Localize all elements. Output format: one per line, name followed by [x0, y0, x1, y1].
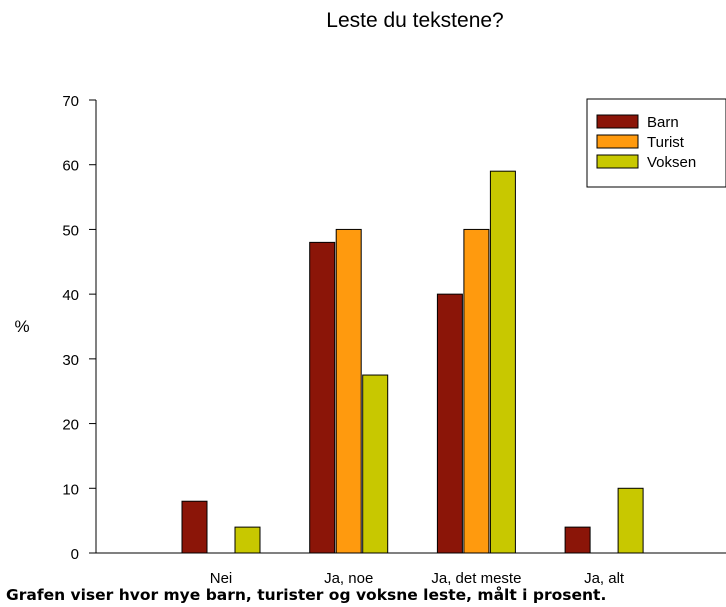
bar-voksen-0	[234, 526, 261, 554]
y-tick-label: 70	[62, 93, 79, 110]
y-tick-label: 10	[62, 481, 79, 498]
bar-chart: Leste du tekstene? % 0 10 20 30 40 50 60 70 Nei…	[14, 9, 726, 586]
legend-box	[586, 98, 726, 188]
x-tick-label: Ja, alt	[584, 570, 625, 586]
y-tick-label: 20	[62, 417, 79, 434]
bar-voksen-3	[617, 487, 644, 554]
bar-barn-3	[564, 526, 591, 554]
y-tick-label: 40	[62, 287, 79, 304]
y-axis-label: %	[14, 317, 29, 336]
bars	[181, 170, 644, 554]
x-tick-label: Nei	[210, 570, 233, 586]
caption: Grafen viser hvor mye barn, turister og …	[6, 586, 607, 604]
chart-title: Leste du tekstene?	[326, 9, 503, 32]
x-tick-label: Ja, det meste	[431, 570, 521, 586]
y-tick-label: 50	[62, 222, 79, 239]
y-ticks: 0 10 20 30 40 50 60 70	[62, 93, 96, 563]
legend-label-voksen: Voksen	[647, 154, 696, 171]
y-tick-label: 60	[62, 158, 79, 175]
legend-swatch-voksen	[596, 154, 639, 169]
legend-swatch-barn	[596, 114, 639, 129]
bar-voksen-2	[489, 170, 516, 554]
bar-voksen-1	[362, 374, 389, 554]
bar-barn-0	[181, 500, 208, 554]
y-tick-label: 30	[62, 352, 79, 369]
bar-turist-1	[335, 228, 362, 554]
bar-barn-2	[436, 293, 463, 554]
bar-barn-1	[309, 241, 336, 554]
y-tick-label: 0	[71, 546, 79, 563]
legend-label-barn: Barn	[647, 114, 679, 131]
legend-swatch-turist	[596, 134, 639, 149]
x-tick-label: Ja, noe	[324, 570, 373, 586]
bar-turist-2	[463, 228, 490, 554]
legend: Barn Turist Voksen	[586, 98, 726, 188]
x-tick-labels: Nei Ja, noe Ja, det meste Ja, alt	[210, 570, 625, 586]
legend-label-turist: Turist	[647, 134, 685, 151]
